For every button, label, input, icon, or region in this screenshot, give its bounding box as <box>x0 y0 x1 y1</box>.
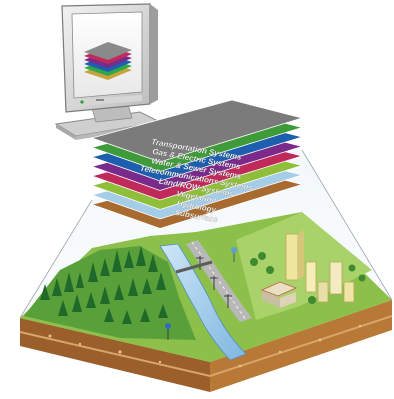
city-buildings <box>260 230 355 308</box>
computer-monitor-icon <box>54 3 162 140</box>
layer-plate-1 <box>90 99 304 163</box>
mini-layer-stack-icon <box>84 42 132 80</box>
forest-trees <box>40 246 168 324</box>
landscape-block-illustration <box>19 212 393 392</box>
water-tower-icon <box>231 247 237 262</box>
well-marker-icon <box>165 323 171 329</box>
utility-poles <box>167 256 232 340</box>
